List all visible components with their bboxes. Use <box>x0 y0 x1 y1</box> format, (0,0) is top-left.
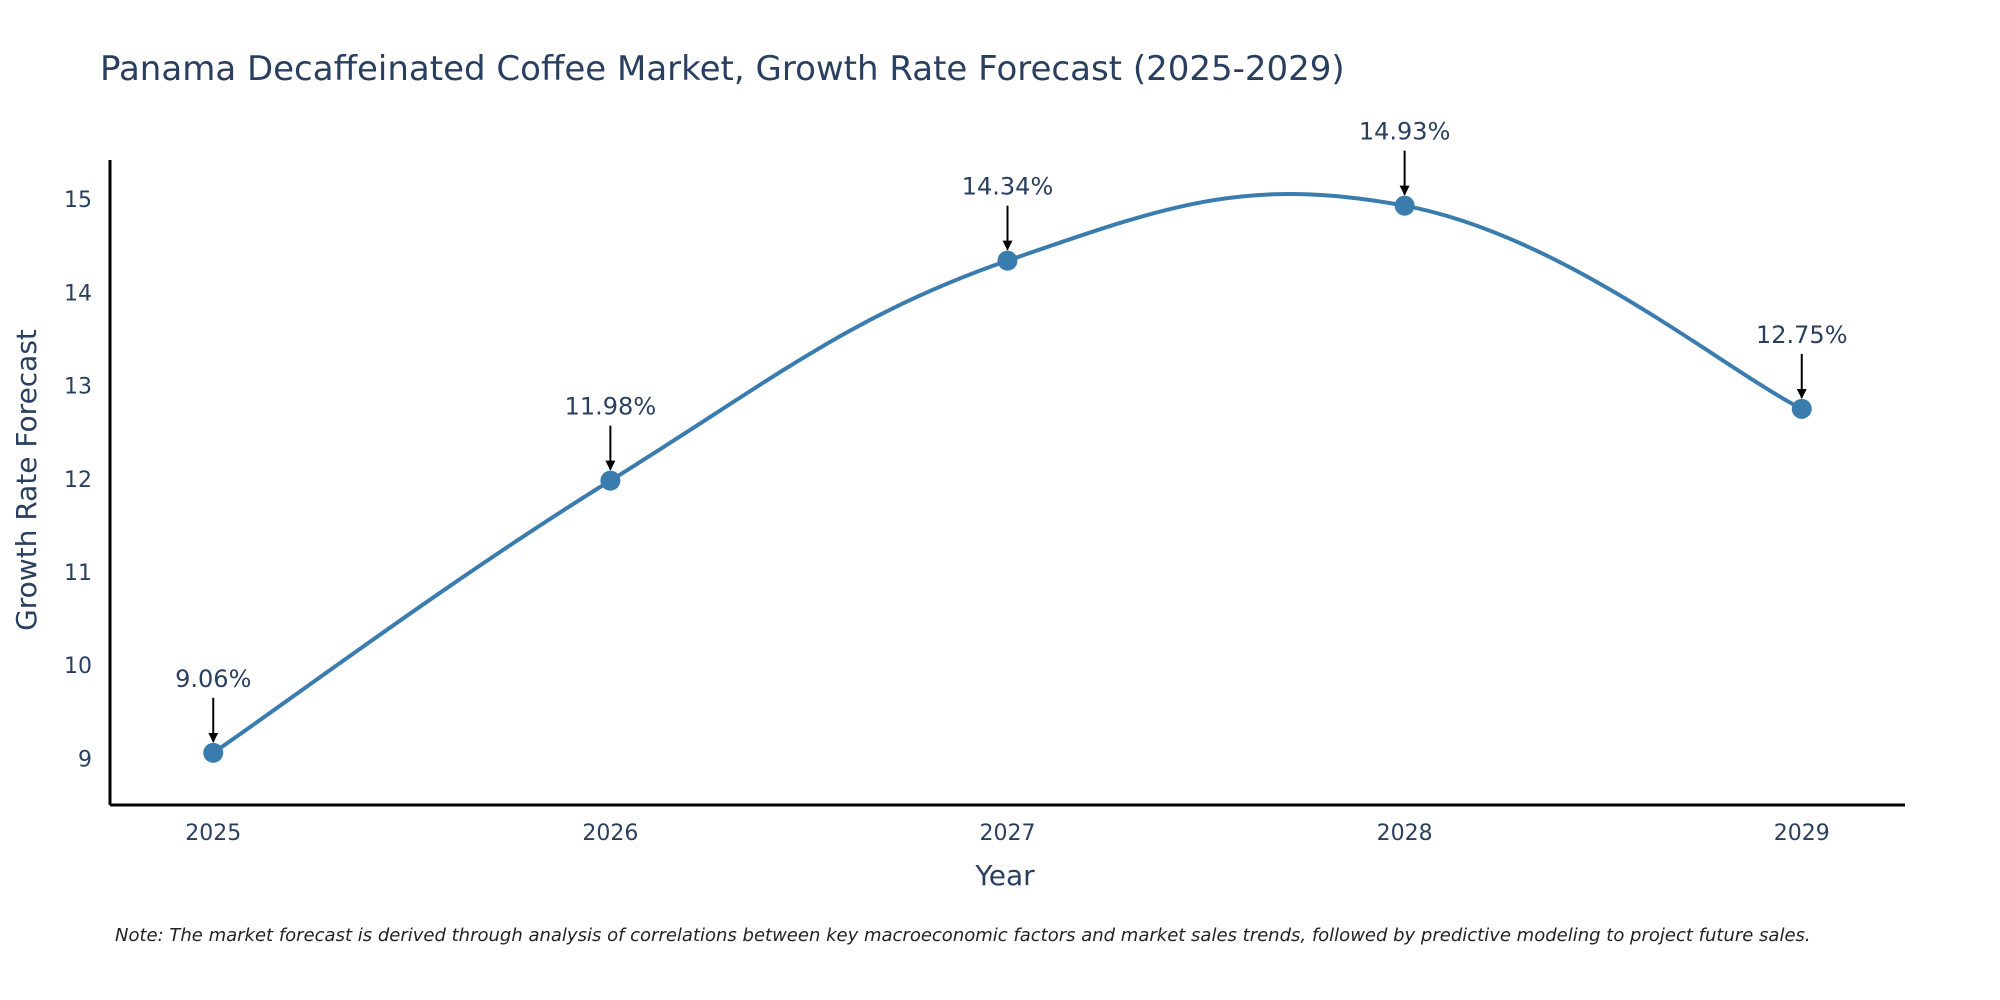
y-tick-label: 9 <box>78 747 92 772</box>
y-tick-label: 11 <box>64 561 92 586</box>
y-tick-label: 10 <box>64 654 92 679</box>
x-tick-label: 2029 <box>1774 821 1830 846</box>
data-label: 14.93% <box>1359 118 1451 146</box>
x-tick-label: 2025 <box>185 821 241 846</box>
x-tick-label: 2026 <box>582 821 638 846</box>
x-axis-title: Year <box>974 859 1035 892</box>
data-label: 14.34% <box>962 173 1054 201</box>
data-label: 9.06% <box>175 665 251 693</box>
y-tick-label: 12 <box>64 468 92 493</box>
chart-title: Panama Decaffeinated Coffee Market, Grow… <box>100 49 1345 89</box>
data-point <box>997 250 1018 271</box>
plot-area: 9 10 11 12 13 14 15 2025 2026 2027 2028 2029 9.06% 11… <box>64 118 1905 846</box>
data-label: 11.98% <box>565 393 657 421</box>
footnote: Note: The market forecast is derived thr… <box>115 925 1811 946</box>
data-label: 12.75% <box>1756 321 1848 349</box>
y-tick-label: 14 <box>64 281 92 306</box>
data-point <box>1791 398 1812 419</box>
x-tick-label: 2027 <box>980 821 1036 846</box>
y-axis-title: Growth Rate Forecast <box>10 329 43 631</box>
x-tick-label: 2028 <box>1377 821 1433 846</box>
data-point <box>600 470 621 491</box>
data-point <box>203 742 224 763</box>
data-point <box>1394 195 1415 216</box>
y-tick-label: 15 <box>64 188 92 213</box>
series-line <box>211 191 1804 755</box>
y-tick-label: 13 <box>64 375 92 400</box>
